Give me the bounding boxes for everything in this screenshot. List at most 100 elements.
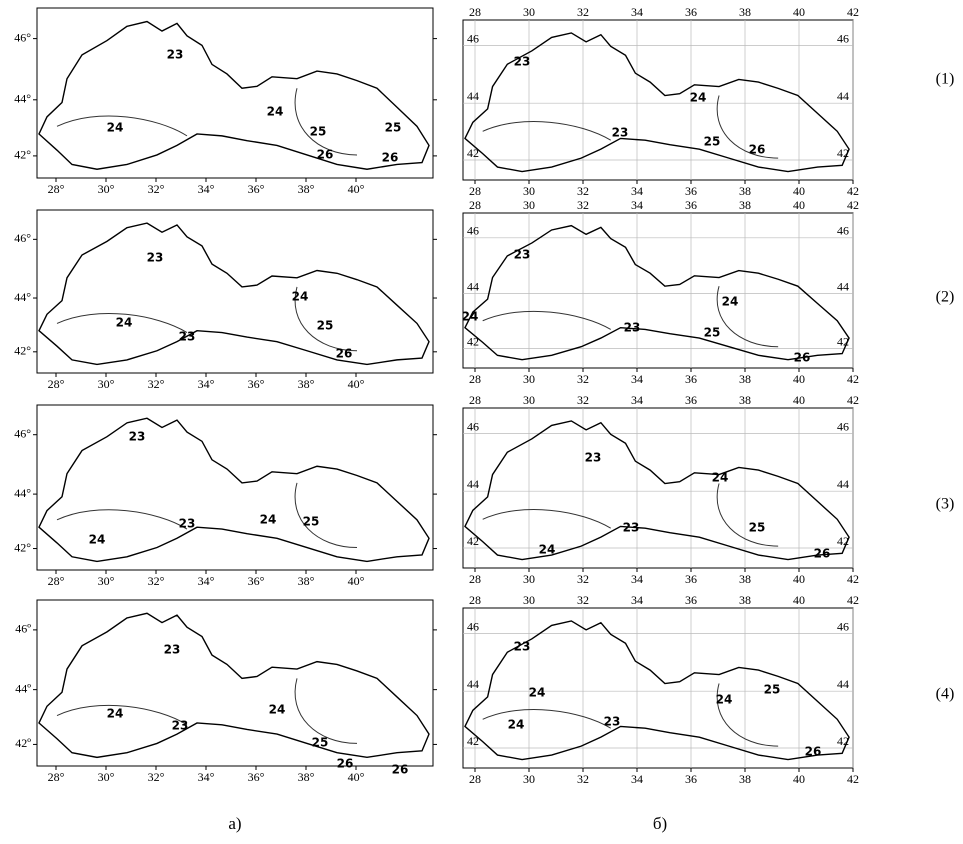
x-tick-label: 38 — [739, 593, 751, 607]
x-tick-label: 28 — [469, 572, 481, 586]
map: 2828303032323434363638384040424246464444… — [463, 593, 859, 786]
x-tick-label: 30 — [523, 184, 535, 198]
row-label: (4) — [936, 686, 955, 703]
contour-label: 23 — [164, 643, 181, 657]
contour-label: 25 — [704, 135, 721, 149]
contour-label: 24 — [116, 316, 133, 330]
x-tick-label: 40 — [793, 572, 805, 586]
x-tick-label: 28 — [469, 772, 481, 786]
y-tick-label: 44° — [14, 92, 31, 106]
panel-label: а) — [228, 814, 241, 833]
x-tick-label: 28° — [48, 377, 65, 391]
x-tick-label: 28° — [48, 770, 65, 784]
x-tick-label: 32° — [148, 574, 165, 588]
contour-label: 24 — [529, 686, 546, 700]
y-tick-label: 42 — [467, 146, 479, 160]
contour-label: 23 — [514, 248, 531, 262]
x-tick-label: 40° — [348, 182, 365, 196]
x-tick-label: 34 — [631, 372, 643, 386]
y-tick-label: 44 — [837, 89, 849, 103]
y-tick-label: 42° — [14, 148, 31, 162]
contour-label: 25 — [303, 515, 320, 529]
x-tick-label: 38 — [739, 772, 751, 786]
x-tick-label: 32 — [577, 393, 589, 407]
y-tick-label: 46 — [837, 31, 849, 45]
x-tick-label: 30 — [523, 5, 535, 19]
x-tick-label: 30 — [523, 593, 535, 607]
map-frame — [463, 213, 853, 368]
x-tick-label: 28 — [469, 5, 481, 19]
x-tick-label: 36° — [248, 574, 265, 588]
contour-label: 23 — [514, 55, 531, 69]
x-tick-label: 36° — [248, 377, 265, 391]
x-tick-label: 42 — [847, 5, 859, 19]
x-tick-label: 38° — [298, 770, 315, 784]
contour-label: 23 — [604, 715, 621, 729]
y-tick-label: 42° — [14, 344, 31, 358]
contour-label: 23 — [179, 517, 196, 531]
x-tick-label: 36 — [685, 572, 697, 586]
contour-label: 24 — [107, 121, 124, 135]
y-tick-label: 42º — [15, 736, 31, 750]
x-tick-label: 30 — [523, 393, 535, 407]
x-tick-label: 28 — [469, 393, 481, 407]
y-tick-label: 46 — [467, 419, 479, 433]
x-tick-label: 30° — [98, 770, 115, 784]
x-tick-label: 34 — [631, 184, 643, 198]
y-tick-label: 46 — [467, 224, 479, 238]
x-tick-label: 32 — [577, 184, 589, 198]
x-tick-label: 32 — [577, 372, 589, 386]
contour-label: 25 — [312, 736, 329, 750]
map-frame — [37, 8, 433, 178]
x-tick-label: 32 — [577, 198, 589, 212]
contour-label: 24 — [267, 105, 284, 119]
y-tick-label: 42 — [467, 734, 479, 748]
y-tick-label: 46° — [14, 231, 31, 245]
x-tick-label: 32° — [148, 182, 165, 196]
x-tick-label: 42 — [847, 198, 859, 212]
row-label: (2) — [936, 289, 955, 306]
y-tick-label: 44º — [15, 681, 31, 695]
x-tick-label: 42 — [847, 184, 859, 198]
x-tick-label: 40 — [793, 772, 805, 786]
x-tick-label: 42 — [847, 393, 859, 407]
x-tick-label: 28 — [469, 593, 481, 607]
x-tick-label: 36 — [685, 393, 697, 407]
contour-label: 23 — [624, 321, 641, 335]
y-tick-label: 46° — [14, 426, 31, 440]
y-tick-label: 44 — [837, 279, 849, 293]
contour-label: 24 — [260, 513, 277, 527]
x-tick-label: 36° — [248, 182, 265, 196]
contour-label: 26 — [336, 347, 353, 361]
x-tick-label: 30° — [98, 574, 115, 588]
contour-label: 23 — [179, 330, 196, 344]
map: 2828303032323434363638384040424246464444… — [463, 393, 859, 586]
y-tick-label: 46 — [837, 619, 849, 633]
y-tick-label: 46 — [837, 224, 849, 238]
x-tick-label: 28 — [469, 184, 481, 198]
contour-label: 25 — [310, 125, 327, 139]
contour-label: 23 — [612, 126, 629, 140]
contour-label: 24 — [539, 543, 556, 557]
x-tick-label: 40° — [348, 770, 365, 784]
contour-label: 25 — [764, 683, 781, 697]
contour-label: 25 — [749, 521, 766, 535]
contour-label: 23 — [129, 430, 146, 444]
map: 2828303032323434363638384040424246464444… — [462, 198, 859, 386]
x-tick-label: 34° — [198, 377, 215, 391]
x-tick-label: 40° — [348, 377, 365, 391]
contour-label: 24 — [89, 533, 106, 547]
y-tick-label: 44 — [467, 89, 479, 103]
x-tick-label: 38 — [739, 393, 751, 407]
x-tick-label: 36 — [685, 372, 697, 386]
x-tick-label: 40 — [793, 393, 805, 407]
contour-label: 24 — [292, 290, 309, 304]
x-tick-label: 40° — [348, 574, 365, 588]
x-tick-label: 34 — [631, 393, 643, 407]
y-tick-label: 46 — [837, 419, 849, 433]
x-tick-label: 38° — [298, 574, 315, 588]
figure: 28° 30° 32° 34° 36° 38° 40° 46° 44° 42° 23 24 24 25 26… — [0, 0, 963, 839]
map-frame — [37, 600, 433, 766]
contour-label: 26 — [382, 151, 399, 165]
contour-label: 24 — [712, 471, 729, 485]
